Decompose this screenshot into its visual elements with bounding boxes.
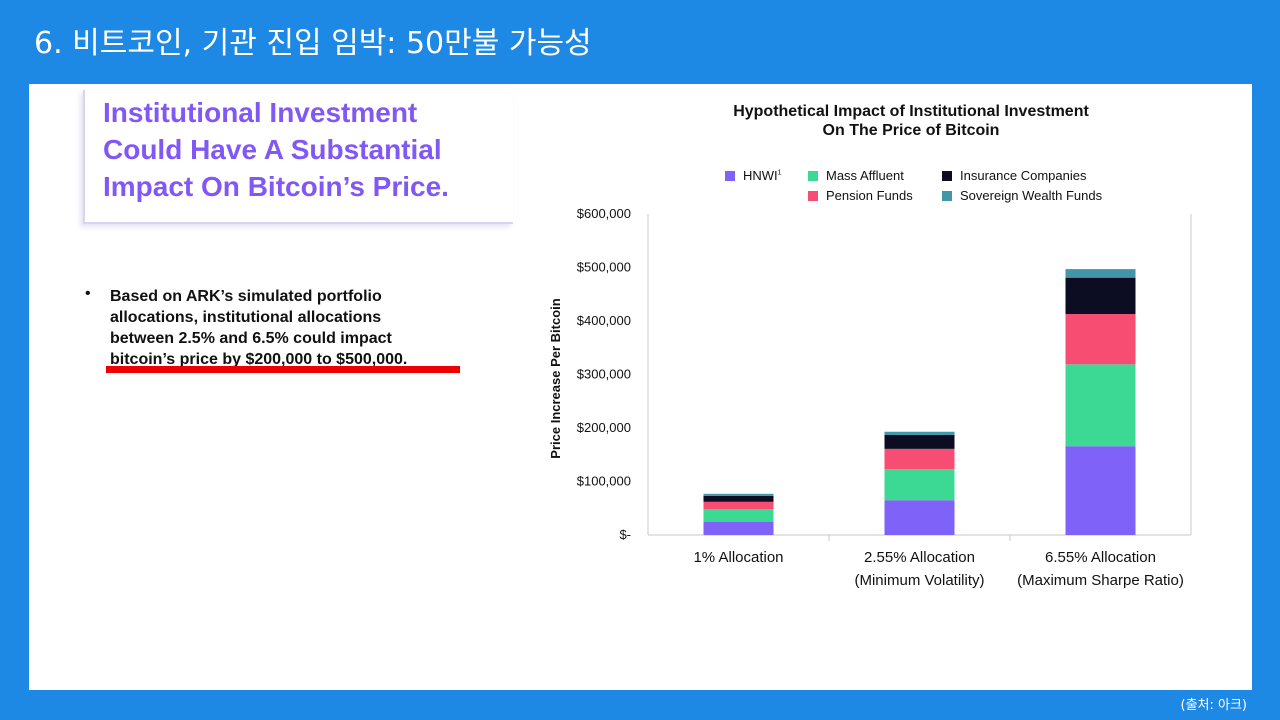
- chart-title-line: On The Price of Bitcoin: [822, 122, 1000, 139]
- highlight-underline: [106, 366, 460, 373]
- legend-item-insurance-companies: Insurance Companies: [942, 168, 1086, 184]
- legend-swatch: [942, 190, 952, 201]
- bar-segment-mass-affluent: [884, 469, 955, 501]
- bar-segment-mass-affluent: [1065, 364, 1136, 447]
- y-tick-label: $400,000: [577, 313, 631, 328]
- y-tick-label: $-: [619, 527, 631, 542]
- legend-item-mass-affluent: Mass Affluent: [808, 168, 904, 184]
- headline-frame: [83, 90, 513, 224]
- content-panel: Institutional Investment Could Have A Su…: [29, 84, 1252, 690]
- legend-item-pension-funds: Pension Funds: [808, 188, 913, 204]
- headline-line: Institutional Investment: [103, 97, 418, 128]
- legend-label: Pension Funds: [826, 188, 913, 203]
- legend-swatch: [808, 170, 818, 181]
- slide-title: 6. 비트코인, 기관 진입 임박: 50만불 가능성: [34, 26, 592, 61]
- legend-swatch: [725, 170, 735, 181]
- bar-segment-sovereign-wealth-funds: [703, 493, 774, 496]
- bar-segment-pension-funds: [703, 501, 774, 510]
- bar-segment-hnwi: [1065, 446, 1136, 535]
- bar-segment-sovereign-wealth-funds: [1065, 269, 1136, 278]
- x-tick-label: (Maximum Sharpe Ratio): [1017, 572, 1184, 589]
- bullet-line: bitcoin’s price by $200,000 to $500,000.: [110, 351, 408, 368]
- y-tick-label: $300,000: [577, 367, 631, 382]
- headline-line: Impact On Bitcoin’s Price.: [103, 171, 449, 202]
- y-tick-label: $600,000: [577, 206, 631, 221]
- legend-label: Sovereign Wealth Funds: [960, 188, 1103, 203]
- legend-swatch: [942, 170, 952, 181]
- legend-swatch: [808, 190, 818, 201]
- legend-item-hnwi: HNWI1: [725, 168, 782, 184]
- source-note: (출처: 아크): [1180, 698, 1248, 713]
- stacked-bar-chart: $- $100,000 $200,000 $300,000 $400,000 $500,0…: [548, 206, 1192, 589]
- y-tick-label: $200,000: [577, 420, 631, 435]
- x-tick-label: (Minimum Volatility): [854, 572, 984, 589]
- bar-segment-sovereign-wealth-funds: [884, 431, 955, 435]
- bullet-line: allocations, institutional allocations: [110, 309, 382, 326]
- bullet-line: Based on ARK’s simulated portfolio: [110, 288, 382, 305]
- y-axis-label: Price Increase Per Bitcoin: [548, 298, 563, 458]
- x-tick-label: 6.55% Allocation: [1045, 549, 1156, 566]
- bullet-marker: •: [85, 285, 91, 302]
- y-tick-label: $500,000: [577, 260, 631, 275]
- bar-segment-hnwi: [703, 521, 774, 535]
- bar-segment-insurance-companies: [703, 495, 774, 502]
- bar-segment-pension-funds: [884, 448, 955, 470]
- legend-superscript: 1: [777, 169, 782, 177]
- headline-line: Could Have A Substantial: [103, 134, 442, 165]
- bar-segment-mass-affluent: [703, 509, 774, 522]
- x-tick-label: 1% Allocation: [693, 549, 783, 566]
- headline: Institutional Investment Could Have A Su…: [103, 94, 523, 205]
- legend-label: Mass Affluent: [826, 168, 904, 183]
- bullet-text: Based on ARK’s simulated portfolio alloc…: [110, 286, 470, 370]
- y-tick-label: $100,000: [577, 474, 631, 489]
- bar-segment-insurance-companies: [1065, 277, 1136, 315]
- chart-title-line: Hypothetical Impact of Institutional Inv…: [733, 103, 1089, 120]
- legend-item-sovereign-wealth-funds: Sovereign Wealth Funds: [942, 188, 1102, 204]
- chart-title: Hypothetical Impact of Institutional Inv…: [661, 102, 1161, 140]
- bar-segment-insurance-companies: [884, 434, 955, 449]
- legend-label: Insurance Companies: [960, 168, 1087, 183]
- x-tick-label: 2.55% Allocation: [864, 549, 975, 566]
- bullet-line: between 2.5% and 6.5% could impact: [110, 330, 392, 347]
- bar-segment-hnwi: [884, 500, 955, 535]
- legend-label: HNWI: [743, 168, 778, 183]
- bar-segment-pension-funds: [1065, 314, 1136, 365]
